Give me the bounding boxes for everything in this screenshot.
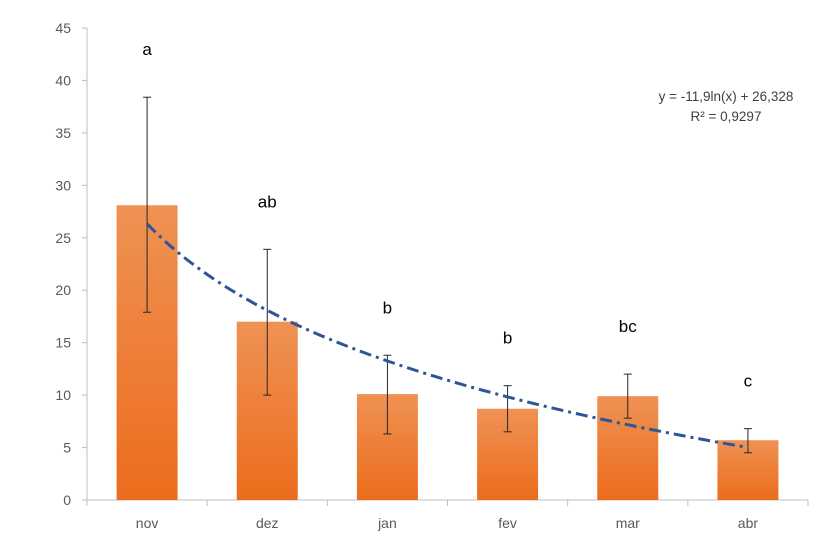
y-tick-label: 40 xyxy=(55,72,71,88)
labels: nov a dez ab jan b fev b mar bc abr c xyxy=(136,40,759,531)
significance-letter: a xyxy=(142,40,152,59)
significance-letter: ab xyxy=(258,192,277,211)
significance-letter: b xyxy=(383,298,392,317)
axes: 0 5 10 15 20 25 30 35 40 45 xyxy=(55,20,809,508)
y-tick-label: 0 xyxy=(63,492,71,508)
y-tick-label: 35 xyxy=(55,125,71,141)
significance-letter: b xyxy=(503,329,512,348)
trendline-equation: y = -11,9ln(x) + 26,328 xyxy=(659,89,794,104)
significance-letter: bc xyxy=(619,317,637,336)
x-tick-label: mar xyxy=(616,515,640,531)
x-tick-label: abr xyxy=(738,515,759,531)
trendline-curve xyxy=(146,222,749,449)
y-tick-label: 15 xyxy=(55,335,71,351)
bars xyxy=(116,205,779,501)
trendline-r-squared: R² = 0,9297 xyxy=(691,109,762,124)
y-tick-label: 5 xyxy=(63,440,71,456)
significance-letter: c xyxy=(744,372,753,391)
x-tick-label: dez xyxy=(256,515,279,531)
x-tick-label: fev xyxy=(498,515,517,531)
y-tick-label: 25 xyxy=(55,230,71,246)
y-tick-label: 20 xyxy=(55,282,71,298)
x-tick-label: jan xyxy=(377,515,397,531)
x-tick-label: nov xyxy=(136,515,159,531)
y-tick-label: 10 xyxy=(55,387,71,403)
trendline xyxy=(146,222,749,449)
y-tick-label: 45 xyxy=(55,20,71,36)
y-tick-label: 30 xyxy=(55,177,71,193)
error-bars xyxy=(143,96,752,454)
